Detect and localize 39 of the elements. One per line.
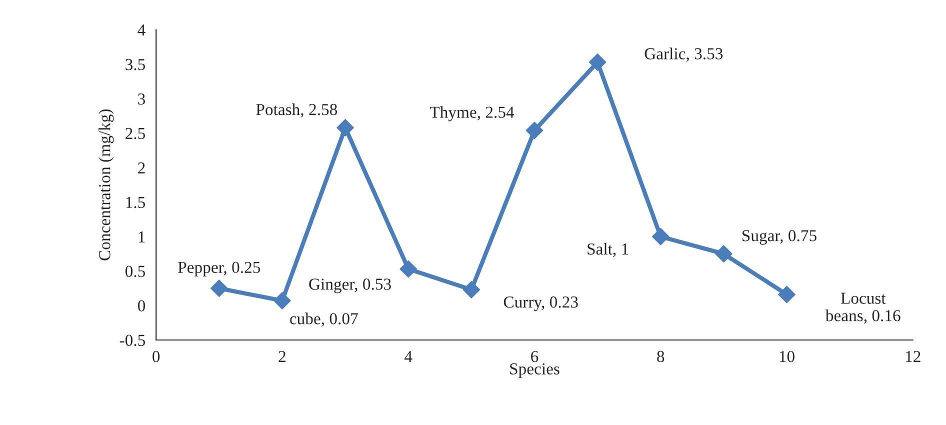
x-tick-label: 10	[780, 350, 794, 362]
annotation: cube, 0.07	[290, 312, 358, 327]
point	[336, 118, 354, 136]
annotation: Pepper, 0.25	[178, 262, 260, 276]
annotation: Thyme, 2.54	[430, 106, 514, 122]
y-tick-label: 2.5	[126, 128, 146, 140]
point	[526, 122, 544, 140]
x-axis-title: Species	[510, 363, 560, 378]
annotation: Ginger, 0.53	[309, 278, 391, 294]
point	[588, 53, 606, 71]
y-tick-label: 0.5	[125, 266, 146, 278]
point	[400, 260, 418, 278]
point	[715, 245, 732, 262]
annotation: Potash, 2.58	[256, 103, 338, 118]
annotation: Locust beans, 0.16	[825, 292, 900, 324]
y-tick-label: 3	[138, 93, 146, 105]
point	[778, 286, 796, 304]
point	[274, 292, 291, 310]
y-tick-label: 1.5	[126, 196, 146, 208]
annotation: Sugar, 0.75	[742, 230, 816, 245]
y-tick-label: -0.5	[120, 334, 146, 346]
point	[462, 280, 480, 298]
annotation: Garlic, 3.53	[644, 48, 723, 62]
y-tick-label: 1	[138, 231, 145, 242]
x-tick-label: 4	[404, 351, 412, 362]
annotation: Curry, 0.23	[504, 296, 578, 312]
x-tick-label: 12	[906, 350, 920, 362]
y-tick-label: 3.5	[126, 58, 146, 70]
point	[652, 228, 670, 246]
annotation: Salt, 1	[588, 242, 628, 258]
y-tick-label: 4	[138, 24, 146, 36]
x-tick-label: 0	[152, 350, 160, 362]
y-axis-title: Concentration (mg/kg)	[98, 109, 114, 260]
x-tick-label: 8	[657, 350, 664, 362]
point	[210, 280, 228, 297]
x-tick-label: 2	[278, 350, 286, 362]
y-tick-label: 2	[138, 162, 145, 174]
y-tick-label: 0	[138, 300, 146, 312]
x-tick-label: 6	[531, 350, 538, 362]
